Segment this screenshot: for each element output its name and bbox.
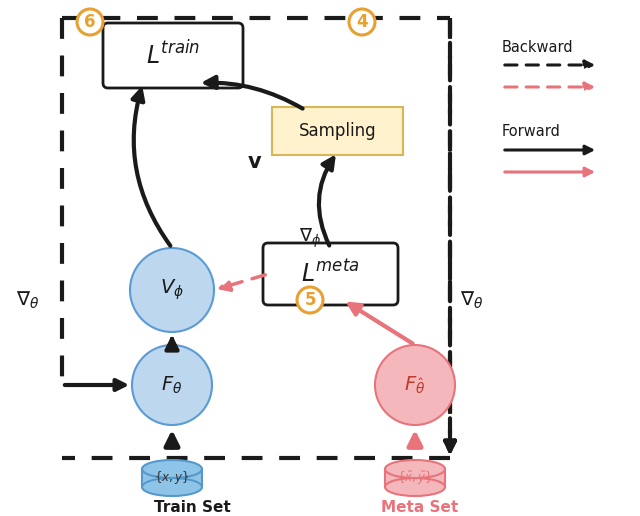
FancyArrowPatch shape [445, 441, 455, 450]
FancyArrowPatch shape [166, 339, 177, 350]
Ellipse shape [385, 460, 445, 478]
Text: $F_{\hat{\theta}}$: $F_{\hat{\theta}}$ [404, 374, 426, 396]
Text: $\nabla_\theta$: $\nabla_\theta$ [16, 289, 40, 311]
Circle shape [349, 9, 375, 35]
Bar [385, 469, 445, 487]
FancyArrowPatch shape [505, 61, 592, 69]
Ellipse shape [142, 460, 202, 478]
Text: $L^{train}$: $L^{train}$ [146, 41, 200, 70]
FancyArrowPatch shape [505, 146, 592, 154]
Text: Forward: Forward [502, 124, 561, 139]
FancyArrowPatch shape [505, 168, 592, 176]
Text: $\nabla_\phi$: $\nabla_\phi$ [299, 227, 321, 250]
FancyArrowPatch shape [205, 77, 303, 108]
Text: Train Set: Train Set [154, 501, 230, 515]
Text: 6: 6 [84, 13, 96, 31]
Text: $V_\phi$: $V_\phi$ [160, 278, 184, 302]
Text: $\{\tilde{x}, \tilde{y}\}$: $\{\tilde{x}, \tilde{y}\}$ [397, 470, 433, 487]
Text: Meta Set: Meta Set [381, 501, 459, 515]
Circle shape [130, 248, 214, 332]
Circle shape [77, 9, 103, 35]
Ellipse shape [385, 478, 445, 496]
FancyBboxPatch shape [272, 107, 403, 155]
Text: 5: 5 [304, 291, 316, 309]
Text: $\{x, y\}$: $\{x, y\}$ [154, 470, 189, 487]
FancyBboxPatch shape [263, 243, 398, 305]
Ellipse shape [142, 478, 202, 496]
Text: $\mathbf{v}$: $\mathbf{v}$ [247, 152, 262, 172]
FancyArrowPatch shape [220, 275, 266, 290]
Text: $L^{meta}$: $L^{meta}$ [301, 261, 360, 287]
Bar [142, 469, 202, 487]
FancyArrowPatch shape [132, 90, 170, 246]
Text: Sampling: Sampling [299, 122, 376, 140]
Circle shape [297, 287, 323, 313]
FancyArrowPatch shape [349, 304, 413, 344]
Text: $F_\theta$: $F_\theta$ [161, 374, 182, 396]
Text: 4: 4 [356, 13, 368, 31]
FancyArrowPatch shape [319, 158, 333, 246]
Circle shape [375, 345, 455, 425]
Text: $\nabla_\theta$: $\nabla_\theta$ [460, 289, 484, 311]
FancyArrowPatch shape [65, 380, 125, 390]
FancyBboxPatch shape [103, 23, 243, 88]
Text: Backward: Backward [502, 40, 573, 55]
Circle shape [132, 345, 212, 425]
FancyArrowPatch shape [505, 83, 592, 91]
